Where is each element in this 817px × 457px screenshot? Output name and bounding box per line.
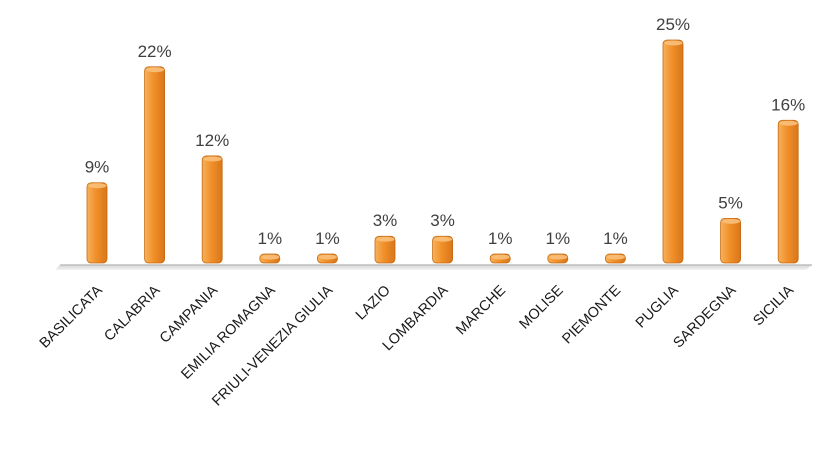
x-tick-label: BASILICATA [37,282,106,351]
bar-top-cap [664,40,683,46]
x-tick-label: CALABRIA [101,282,163,344]
x-tick-label: PUGLIA [633,282,682,331]
bar-top-cap [491,254,510,260]
bar-top-cap [434,236,453,242]
bar-top-cap [549,254,568,260]
bar-top-cap [88,183,107,189]
data-label: 1% [603,229,628,248]
bar-top-cap [779,120,798,126]
data-label: 1% [488,229,513,248]
x-axis-floor [55,265,812,270]
bar-top-cap [318,254,337,260]
data-label: 12% [195,131,229,150]
bar-puglia [662,39,684,264]
data-label: 5% [718,193,743,212]
bar-sardegna [720,217,741,264]
bar-top-cap [722,218,741,224]
data-label: 1% [546,229,571,248]
bar-lombardia [432,235,454,264]
data-label: 1% [258,229,283,248]
data-label: 3% [373,211,398,230]
data-label: 22% [138,42,172,61]
x-tick-label: MOLISE [517,282,567,332]
x-tick-label: LAZIO [353,283,394,324]
bar-top-cap [146,67,165,73]
bar-top-cap [376,236,395,242]
data-label: 9% [85,158,110,177]
x-tick-label: FRIULI-VENEZIA GIULIA [209,282,336,409]
data-label: 3% [430,211,455,230]
data-label: 16% [771,95,805,114]
x-tick-label: SICILIA [750,282,797,329]
data-label: 25% [656,15,690,34]
bar-sicilia [777,119,799,264]
bar-campania [201,155,223,264]
data-label: 1% [315,229,340,248]
x-tick-label: PIEMONTE [559,282,624,347]
bar-lazio [374,235,396,264]
bar-top-cap [606,254,625,260]
bar-top-cap [203,156,222,162]
bar-calabria [144,66,166,264]
bar-basilicata [86,182,108,264]
bar-top-cap [261,254,280,260]
x-tick-label: MARCHE [453,282,509,338]
x-tick-label: SARDEGNA [671,282,740,351]
